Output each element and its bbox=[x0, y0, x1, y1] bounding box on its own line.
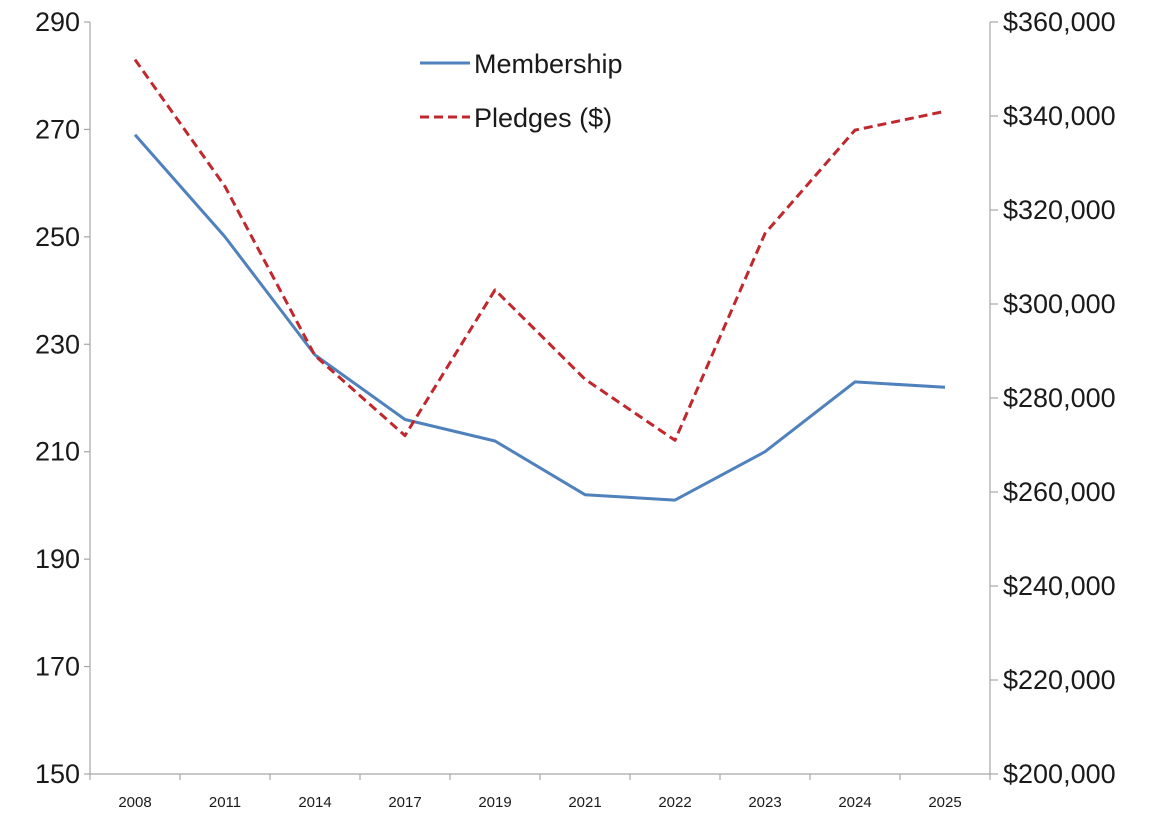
x-tick-label: 2024 bbox=[838, 794, 871, 811]
legend: Membership Pledges ($) bbox=[420, 49, 623, 133]
axes bbox=[89, 22, 991, 775]
right-tick-label: $360,000 bbox=[1003, 7, 1116, 37]
series-layer bbox=[133, 58, 946, 502]
x-tick-label: 2008 bbox=[118, 794, 151, 811]
left-tick-label: 290 bbox=[35, 7, 80, 37]
x-tick-label: 2023 bbox=[748, 794, 781, 811]
right-tick-label: $320,000 bbox=[1003, 195, 1116, 225]
legend-label-membership: Membership bbox=[474, 49, 623, 79]
left-tick-label: 230 bbox=[35, 329, 80, 359]
legend-label-pledges: Pledges ($) bbox=[474, 103, 612, 133]
right-tick-label: $220,000 bbox=[1003, 665, 1116, 695]
left-tick-label: 170 bbox=[35, 652, 80, 682]
left-tick-label: 210 bbox=[35, 437, 80, 467]
series-line-membership bbox=[133, 133, 946, 502]
right-tick-label: $200,000 bbox=[1003, 759, 1116, 789]
series-line-pledges bbox=[133, 58, 946, 442]
right-tick-label: $260,000 bbox=[1003, 477, 1116, 507]
left-axis-ticks: 150 170 190 210 230 250 270 290 bbox=[35, 7, 90, 789]
x-tick-label: 2025 bbox=[928, 794, 961, 811]
right-axis-ticks: $200,000 $220,000 $240,000 $260,000 $280,000… bbox=[990, 7, 1116, 789]
right-tick-label: $280,000 bbox=[1003, 383, 1116, 413]
x-tick-label: 2022 bbox=[658, 794, 691, 811]
left-tick-label: 250 bbox=[35, 222, 80, 252]
x-tick-label: 2014 bbox=[298, 794, 331, 811]
left-tick-label: 190 bbox=[35, 544, 80, 574]
x-tick-label: 2019 bbox=[478, 794, 511, 811]
x-tick-label: 2017 bbox=[388, 794, 421, 811]
left-tick-label: 150 bbox=[35, 759, 80, 789]
x-axis-ticks: 2008 2011 2014 2017 2019 2021 2022 2023 2024 2025 bbox=[89, 774, 991, 811]
x-tick-label: 2011 bbox=[209, 794, 241, 811]
right-tick-label: $300,000 bbox=[1003, 289, 1116, 319]
x-tick-label: 2021 bbox=[568, 794, 601, 811]
right-tick-label: $240,000 bbox=[1003, 571, 1116, 601]
left-tick-label: 270 bbox=[35, 114, 80, 144]
right-tick-label: $340,000 bbox=[1003, 101, 1116, 131]
